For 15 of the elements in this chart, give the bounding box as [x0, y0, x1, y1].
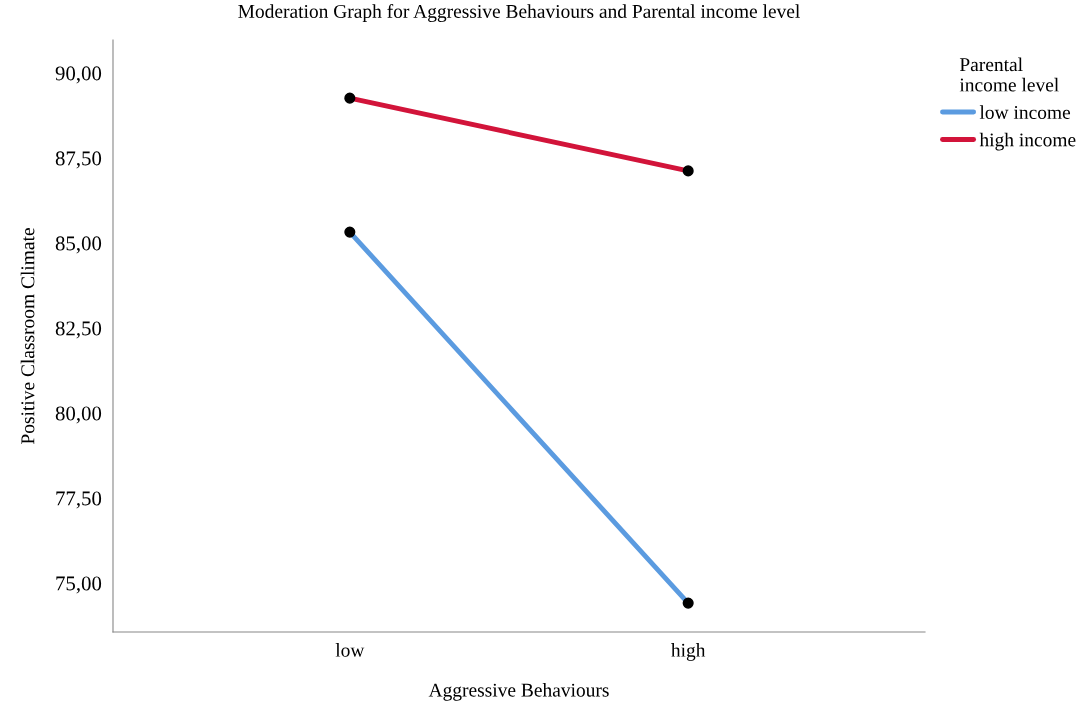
y-tick-label: 75,00: [56, 576, 102, 594]
x-axis-title: Aggressive Behaviours: [428, 683, 609, 701]
x-tick-label: low: [335, 643, 365, 657]
y-tick-label: 85,00: [55, 236, 102, 254]
legend-label: low income: [979, 105, 1071, 119]
legend-label: high income: [979, 132, 1076, 151]
y-axis-title: Positive Classroom Climate: [20, 228, 35, 445]
chart-title: Moderation Graph for Aggressive Behaviours and Parental income level: [238, 4, 800, 22]
y-tick-label: 82,50: [55, 321, 102, 339]
x-tick-label: high: [671, 643, 706, 661]
y-tick-label: 77,50: [56, 491, 102, 509]
y-tick-label: 90,00: [55, 66, 102, 84]
legend-title: Parental income level: [959, 57, 1059, 92]
y-tick-label: 87,50: [55, 151, 102, 169]
y-tick-label: 80,00: [55, 406, 102, 424]
